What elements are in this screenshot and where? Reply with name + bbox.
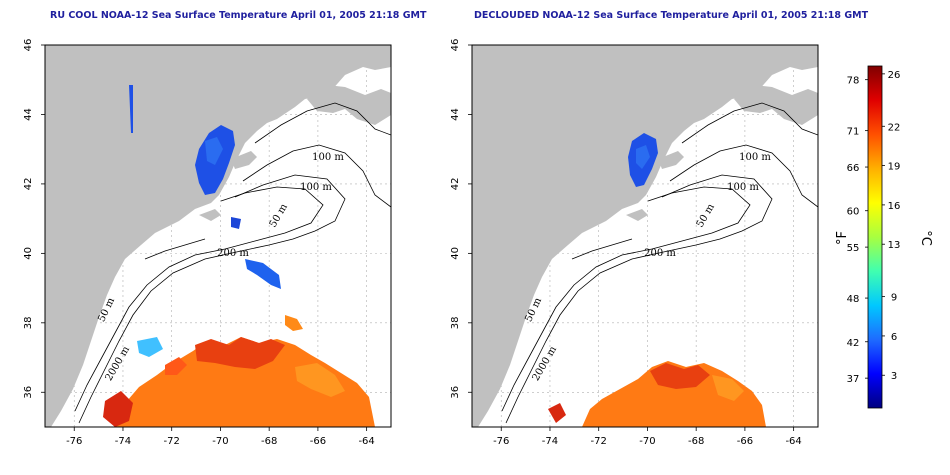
lon-tick-label: -72 (591, 436, 607, 447)
left-map-frame (44, 44, 392, 428)
sst-left-north (129, 85, 281, 289)
lat-tick-label: 46 (450, 39, 461, 52)
fahrenheit-tick-label: 66 (847, 163, 860, 174)
lat-tick-label: 42 (23, 178, 34, 191)
latitude-axis: 36 38 40 42 44 46 (450, 39, 472, 399)
fahrenheit-tick-label: 48 (847, 294, 860, 305)
longitude-axis: -76 -74 -72 -70 -68 -66 -64 (493, 427, 802, 447)
lat-tick-label: 44 (23, 108, 34, 121)
land-mass (472, 45, 818, 427)
contour-label: 200 m (644, 248, 676, 259)
right-panel-title: DECLOUDED NOAA-12 Sea Surface Temperatur… (474, 10, 869, 21)
celsius-unit-label: °C (918, 230, 933, 246)
contour-label: 100 m (739, 152, 771, 163)
fahrenheit-tick-label: 71 (847, 127, 860, 138)
bathymetry-contours (501, 102, 818, 424)
lat-tick-label: 40 (23, 247, 34, 260)
bathymetry-contours (74, 102, 391, 424)
land-mass (45, 45, 391, 427)
sst-left-south (103, 315, 375, 427)
celsius-tick-label: 9 (891, 293, 897, 304)
lon-tick-label: -76 (66, 436, 82, 447)
lat-tick-label: 36 (450, 386, 461, 399)
contour-label: 100 m (727, 182, 759, 193)
lon-tick-label: -74 (542, 436, 558, 447)
lon-tick-label: -76 (493, 436, 509, 447)
lat-tick-label: 38 (450, 316, 461, 329)
fahrenheit-tick-label: 55 (847, 243, 860, 254)
lon-tick-label: -64 (358, 436, 374, 447)
contour-label: 100 m (312, 152, 344, 163)
lat-tick-label: 38 (23, 316, 34, 329)
celsius-tick-label: 6 (891, 332, 897, 343)
fahrenheit-unit-label: °F (835, 231, 850, 245)
lon-tick-label: -70 (639, 436, 655, 447)
lat-tick-label: 44 (450, 108, 461, 121)
sst-right-north (628, 133, 658, 187)
celsius-tick-label: 3 (891, 371, 897, 382)
lon-tick-label: -74 (115, 436, 131, 447)
sst-right-south (548, 361, 766, 427)
lon-tick-label: -68 (688, 436, 704, 447)
lon-tick-label: -70 (212, 436, 228, 447)
lat-tick-label: 42 (450, 178, 461, 191)
celsius-scale: 26 22 19 16 13 9 6 3 (882, 70, 900, 382)
celsius-tick-label: 26 (888, 70, 901, 81)
colorbar-gradient (867, 65, 883, 409)
lon-tick-label: -72 (164, 436, 180, 447)
celsius-tick-label: 22 (888, 122, 901, 133)
lat-tick-label: 40 (450, 247, 461, 260)
lon-tick-label: -64 (785, 436, 801, 447)
lat-tick-label: 46 (23, 39, 34, 52)
longitude-axis: -76 -74 -72 -70 -68 -66 -64 (66, 427, 375, 447)
contour-label: 100 m (300, 182, 332, 193)
celsius-tick-label: 19 (888, 162, 901, 173)
fahrenheit-scale: 78 71 66 60 55 48 42 37 (847, 76, 868, 385)
lon-tick-label: -68 (261, 436, 277, 447)
lat-tick-label: 36 (23, 386, 34, 399)
latitude-axis: 36 38 40 42 44 46 (23, 39, 45, 399)
fahrenheit-tick-label: 42 (847, 338, 860, 349)
right-map-frame (471, 44, 819, 428)
fahrenheit-tick-label: 37 (847, 374, 860, 385)
contour-label: 200 m (217, 248, 249, 259)
temperature-colorbar: 78 71 66 60 55 48 42 37 26 22 19 16 13 9 6 3 °F °C (835, 65, 933, 409)
left-panel-title: RU COOL NOAA-12 Sea Surface Temperature … (50, 10, 427, 21)
lon-tick-label: -66 (310, 436, 326, 447)
fahrenheit-tick-label: 78 (847, 76, 860, 87)
lon-tick-label: -66 (737, 436, 753, 447)
celsius-tick-label: 13 (888, 240, 901, 251)
celsius-tick-label: 16 (888, 201, 901, 212)
fahrenheit-tick-label: 60 (847, 207, 860, 218)
